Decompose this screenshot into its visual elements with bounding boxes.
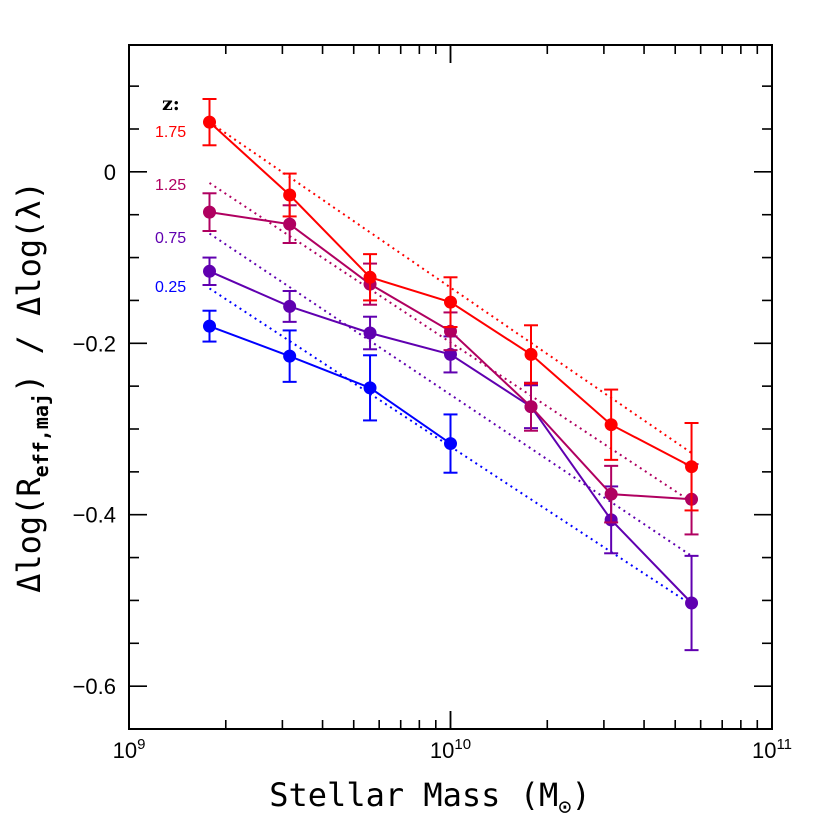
x-tick-label: 1010 [430, 736, 471, 763]
legend-label: 1.25 [155, 177, 186, 194]
data-point [203, 205, 217, 219]
data-point [363, 326, 377, 340]
data-point [604, 418, 618, 432]
data-series [202, 98, 699, 652]
data-point [363, 270, 377, 284]
y-tick-label: −0.2 [73, 331, 116, 356]
data-point [524, 347, 538, 361]
data-point [444, 295, 457, 309]
y-tick-label: −0.4 [73, 503, 116, 528]
series-line [209, 325, 452, 445]
data-point [685, 596, 699, 610]
data-point [685, 460, 699, 474]
legend-label: 1.75 [155, 124, 186, 141]
y-axis-title: Δlog(Reff,maj) / Δlog(λ) [10, 181, 53, 593]
data-point [203, 264, 217, 278]
x-tick-label: 109 [113, 736, 146, 763]
y-tick-label: −0.6 [73, 674, 116, 699]
fit-line [208, 232, 693, 557]
data-point [524, 400, 538, 414]
plot-frame [128, 44, 773, 730]
data-point [283, 299, 297, 313]
tick-labels: 109 1010 1011 0 −0.2 −0.4 −0.6 [73, 160, 792, 763]
series-0.25 [202, 309, 458, 474]
data-point [444, 347, 457, 361]
y-tick-label: 0 [104, 160, 116, 185]
legend: z: 1.75 1.25 0.75 0.25 [155, 93, 186, 296]
data-point [283, 188, 297, 202]
data-point [363, 381, 377, 395]
legend-label: 0.25 [155, 279, 186, 296]
data-point [604, 487, 618, 501]
x-axis-title-sub: ⊙ [558, 795, 571, 816]
y-axis-title-sub: eff,maj [29, 393, 53, 477]
data-point [283, 217, 297, 231]
data-point [203, 319, 217, 333]
data-point [203, 115, 217, 129]
legend-title: z: [162, 93, 180, 115]
series-1.75 [202, 98, 699, 512]
x-tick-label: 1011 [752, 736, 792, 763]
x-axis-title: Stellar Mass (M⊙) [269, 776, 591, 816]
legend-label: 0.75 [155, 230, 186, 247]
data-point [283, 349, 297, 363]
data-point [444, 324, 457, 338]
axis-ticks [128, 45, 773, 730]
data-point [444, 437, 457, 451]
